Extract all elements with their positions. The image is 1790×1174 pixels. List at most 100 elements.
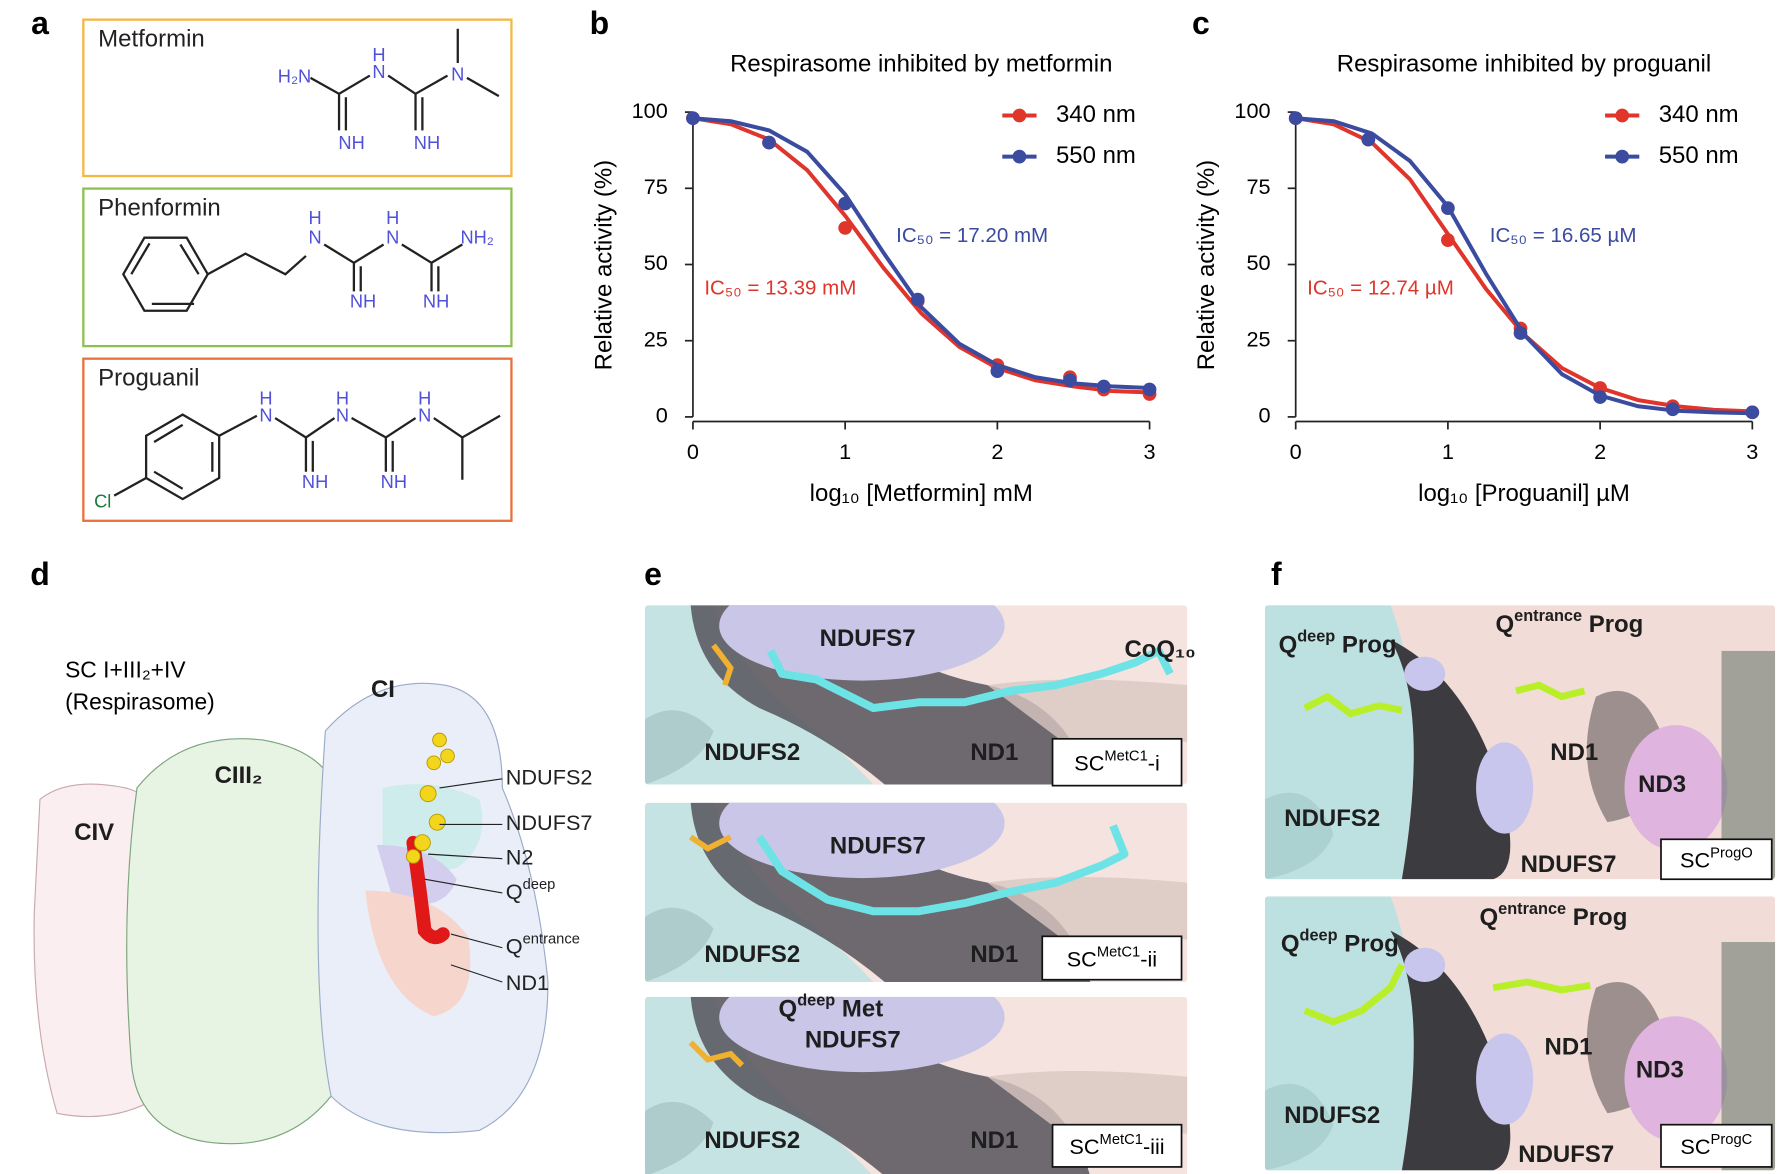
metformin-box: [82, 18, 513, 178]
tag-box: [1660, 1123, 1773, 1168]
tag-label-part: -ii: [1140, 946, 1157, 971]
data-point: [1441, 233, 1455, 247]
illustration-shape: [405, 732, 455, 864]
tag-label-part: SC: [1069, 1134, 1099, 1159]
panel-letter: e: [644, 556, 662, 592]
illustration-shape: [1515, 681, 1586, 701]
region-label: ND3: [1636, 1056, 1684, 1083]
molecule-name: Phenformin: [98, 194, 221, 221]
illustration-shape: [1264, 605, 1776, 880]
region-label-part: Q: [1281, 931, 1300, 958]
illustration-shape: [644, 605, 1188, 785]
region-label: NDUFS2: [704, 739, 800, 766]
legend-marker: [1615, 108, 1630, 123]
tag-label: SCMetC1-ii: [1067, 944, 1157, 971]
data-point: [1513, 326, 1528, 340]
x-tick-label: 0: [1290, 439, 1302, 464]
atom-label: N: [386, 227, 399, 248]
legend-label: 550 nm: [1659, 142, 1739, 169]
illustration-shape: [711, 643, 734, 687]
data-point: [990, 364, 1005, 379]
region-label: Qdeep Met: [779, 992, 884, 1023]
illustration-shape: [432, 732, 447, 748]
tag-label-part: SC: [1680, 1134, 1710, 1159]
legend-label: 340 nm: [1056, 101, 1136, 128]
tag-label-part: MetC1: [1104, 748, 1147, 764]
illustration-shape: [440, 748, 455, 764]
legend-marker: [1012, 108, 1027, 123]
annotation: IC₅₀ = 16.65 µM: [1490, 224, 1637, 247]
data-point: [838, 196, 853, 211]
proguanil-box: [82, 357, 513, 522]
region-label-part: entrance: [1514, 607, 1582, 625]
y-tick-label: 0: [656, 403, 668, 428]
illustration-shape: [689, 834, 732, 852]
region-label: NDUFS2: [1284, 805, 1380, 832]
illustration-shape: [126, 738, 347, 1145]
proguanil-bonds: [113, 413, 501, 501]
y-tick-label: 50: [1246, 250, 1270, 275]
tag-label-part: -iii: [1143, 1134, 1165, 1159]
x-tick-label: 1: [839, 439, 851, 464]
phenformin-bonds: [121, 236, 463, 312]
y-axis-label: Relative activity (%): [1193, 160, 1220, 370]
x-axis-label: log₁₀ [Proguanil] µM: [1418, 480, 1630, 507]
region-label: Qentrance Prog: [1495, 607, 1643, 638]
subunit-label: NDUFS7: [506, 810, 593, 835]
region-label-part: Met: [835, 996, 883, 1023]
atom-label: H: [418, 388, 431, 409]
tag-label-part: ProgO: [1710, 845, 1753, 861]
y-tick-label: 100: [632, 98, 668, 123]
region-label-part: deep: [797, 992, 835, 1010]
region-label-part: deep: [1300, 927, 1338, 945]
atom-label: H: [259, 388, 272, 409]
region-label: ND3: [1638, 771, 1686, 798]
y-tick-label: 75: [644, 174, 668, 199]
illustration-shape: [644, 802, 1188, 982]
illustration-shape: [428, 813, 446, 831]
tag-box: [1051, 737, 1183, 787]
atom-label: NH: [302, 471, 328, 492]
illustration-shape: [1303, 692, 1403, 718]
tag-label-part: ProgC: [1711, 1132, 1753, 1148]
complex-label: CI: [371, 676, 395, 703]
atom-label: H: [386, 207, 399, 228]
panel-f-images: [1264, 605, 1776, 1171]
region-label: Qdeep Prog: [1281, 927, 1399, 958]
tag-box: [1051, 1123, 1183, 1168]
region-label: NDUFS2: [704, 1127, 800, 1154]
panel-letter: c: [1192, 5, 1210, 41]
region-label: Qdeep Prog: [1279, 628, 1397, 659]
atom-label: H: [336, 388, 349, 409]
region-label: ND1: [970, 1127, 1018, 1154]
y-axis-label: Relative activity (%): [590, 160, 617, 370]
x-tick-label: 1: [1442, 439, 1454, 464]
region-label: ND1: [1545, 1034, 1593, 1061]
complex-subtitle: (Respirasome): [65, 688, 215, 714]
atom-label: Cl: [94, 490, 111, 511]
tag-label-part: MetC1: [1100, 1132, 1143, 1148]
annotation: IC₅₀ = 12.74 µM: [1307, 276, 1454, 299]
data-point: [838, 221, 853, 235]
atom-label: NH: [381, 471, 407, 492]
atom-label: N: [372, 61, 385, 82]
data-point: [1096, 379, 1111, 394]
region-label: CoQ₁₀: [1124, 636, 1195, 663]
y-tick-label: 25: [644, 326, 668, 351]
atom-label: N: [308, 227, 321, 248]
illustration-shape: [688, 1040, 745, 1068]
tag-label-part: MetC1: [1097, 944, 1140, 960]
region-label-part: Q: [1495, 611, 1514, 638]
subunit-label-part: entrance: [523, 932, 580, 948]
subunit-label: Qdeep: [506, 877, 556, 904]
atom-label: NH: [350, 291, 376, 312]
molecule-name: Proguanil: [98, 365, 199, 392]
region-label-part: entrance: [1498, 901, 1566, 919]
tag-label-part: SC: [1680, 847, 1710, 872]
illustration-shape: [644, 996, 1188, 1174]
region-label: Qentrance Prog: [1479, 901, 1627, 932]
illustration-shape: [121, 236, 463, 312]
atom-label: N: [336, 405, 349, 426]
subunit-label: Qentrance: [506, 932, 580, 959]
